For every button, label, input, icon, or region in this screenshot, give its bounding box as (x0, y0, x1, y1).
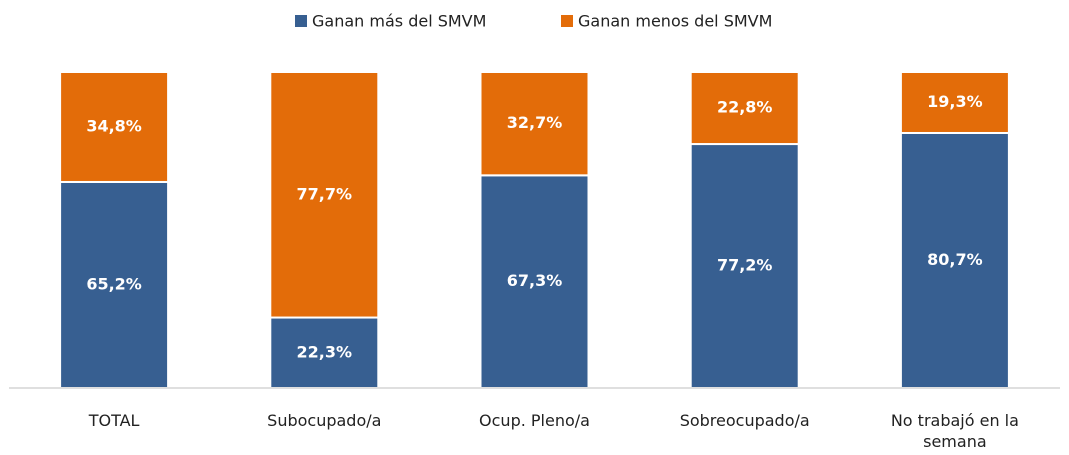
bar-segment (689, 71, 800, 146)
x-tick-label: Ocup. Pleno/a (479, 411, 590, 430)
legend-swatch (561, 15, 573, 27)
data-label: 77,2% (717, 256, 773, 275)
x-tick-label: No trabajó en la semana (890, 411, 1019, 451)
x-tick-label: TOTAL (88, 411, 140, 430)
bar-segment (59, 180, 170, 389)
x-tick-label: Subocupado/a (267, 411, 382, 430)
data-label: 65,2% (86, 274, 142, 293)
legend-label: Ganan más del SMVM (312, 12, 486, 31)
data-label: 19,3% (927, 92, 983, 111)
bar-segment (59, 71, 170, 183)
legend-swatch (295, 15, 307, 27)
data-label: 22,3% (297, 342, 353, 361)
data-label: 67,3% (507, 271, 563, 290)
data-label: 80,7% (927, 250, 983, 269)
bar-segment (479, 71, 590, 177)
bar-segment (269, 71, 380, 319)
legend-label: Ganan menos del SMVM (578, 12, 772, 31)
x-tick-label: Sobreocupado/a (679, 411, 810, 430)
data-label: 34,8% (86, 116, 142, 135)
data-label: 32,7% (507, 113, 563, 132)
bar-segment (899, 71, 1010, 134)
data-label: 77,7% (297, 184, 353, 203)
data-label: 22,8% (717, 98, 773, 117)
